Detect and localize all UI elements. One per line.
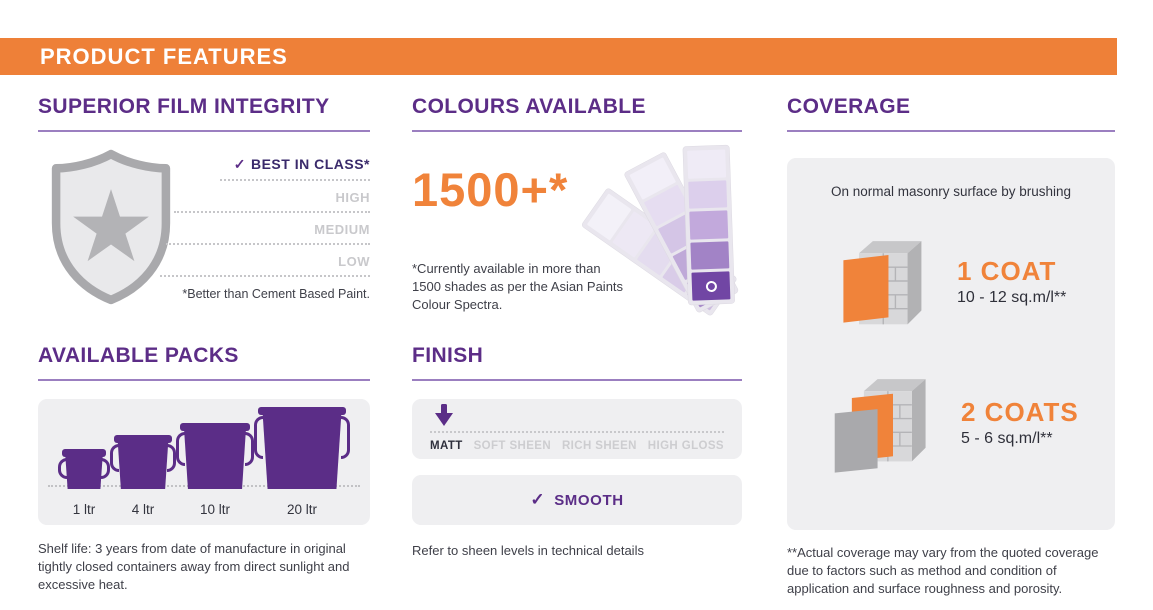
down-arrow-icon bbox=[435, 404, 453, 426]
pack-4ltr: 4 ltr bbox=[110, 435, 176, 517]
check-icon: ✓ bbox=[233, 156, 246, 172]
fan-rivet-icon bbox=[691, 271, 731, 301]
coat-label: 2 COATS bbox=[961, 396, 1079, 427]
rating-level-low: LOW bbox=[160, 254, 370, 277]
section-title: AVAILABLE PACKS bbox=[38, 344, 370, 381]
finish-scale-panel: MATT SOFT SHEEN RICH SHEEN HIGH GLOSS bbox=[412, 399, 742, 459]
finish-pointer-row bbox=[430, 404, 724, 431]
finish-option-matt: MATT bbox=[430, 440, 463, 452]
finish-option-soft-sheen: SOFT SHEEN bbox=[473, 440, 552, 452]
paint-bucket-icon bbox=[110, 435, 176, 489]
coverage-item-2coats: 2 COATS 5 - 6 sq.m/l** bbox=[805, 367, 1097, 477]
painted-wall-1coat-icon bbox=[843, 241, 922, 325]
coat-text: 1 COAT 10 - 12 sq.m/l** bbox=[957, 256, 1066, 307]
rating-scale: ✓ BEST IN CLASS* HIGH MEDIUM LOW *Better … bbox=[160, 156, 370, 301]
texture-label: SMOOTH bbox=[554, 491, 624, 509]
section-title: COVERAGE bbox=[787, 95, 1115, 132]
rating-level-high: HIGH bbox=[174, 190, 370, 213]
coverage-panel: On normal masonry surface by brushing bbox=[787, 158, 1115, 530]
rating-label: BEST IN CLASS* bbox=[250, 156, 370, 172]
pack-size-label: 20 ltr bbox=[286, 502, 317, 517]
coat-value: 5 - 6 sq.m/l** bbox=[961, 429, 1053, 447]
shield-star-icon bbox=[51, 149, 171, 305]
pack-1ltr: 1 ltr bbox=[58, 449, 110, 517]
finish-option-high-gloss: HIGH GLOSS bbox=[647, 440, 724, 452]
finish-note: Refer to sheen levels in technical detai… bbox=[412, 543, 644, 558]
pack-size-label: 4 ltr bbox=[131, 502, 155, 517]
finish-option-rich-sheen: RICH SHEEN bbox=[561, 440, 637, 452]
section-title: FINISH bbox=[412, 344, 742, 381]
coverage-footnote: **Actual coverage may vary from the quot… bbox=[787, 545, 1099, 596]
page-title: PRODUCT FEATURES bbox=[0, 38, 1117, 75]
section-film-integrity: SUPERIOR FILM INTEGRITY ✓ BEST IN CLASS* … bbox=[38, 95, 370, 344]
coat-value: 10 - 12 sq.m/l** bbox=[957, 288, 1067, 306]
paint-bucket-icon bbox=[58, 449, 110, 489]
pack-20ltr: 20 ltr bbox=[254, 407, 350, 517]
section-finish: FINISH MATT SOFT SHEEN RICH SHEEN HIGH G… bbox=[412, 344, 742, 560]
section-available-packs: AVAILABLE PACKS 1 ltr 4 ltr 10 ltr bbox=[38, 344, 370, 594]
pack-size-label: 1 ltr bbox=[72, 502, 96, 517]
rating-level-medium: MEDIUM bbox=[166, 222, 370, 245]
coverage-item-1coat: 1 COAT 10 - 12 sq.m/l** bbox=[805, 229, 1097, 333]
film-integrity-body: ✓ BEST IN CLASS* HIGH MEDIUM LOW *Better … bbox=[38, 132, 370, 344]
texture-panel: ✓ SMOOTH bbox=[412, 475, 742, 525]
paint-bucket-icon bbox=[254, 407, 350, 489]
coverage-subtitle: On normal masonry surface by brushing bbox=[830, 184, 1072, 199]
packs-panel: 1 ltr 4 ltr 10 ltr 20 ltr bbox=[38, 399, 370, 525]
section-title: SUPERIOR FILM INTEGRITY bbox=[38, 95, 370, 132]
coat-text: 2 COATS 5 - 6 sq.m/l** bbox=[961, 397, 1079, 448]
colours-footnote: *Currently available in more than 1500 s… bbox=[412, 261, 624, 312]
section-colours-available: COLOURS AVAILABLE 1500+* *Currently av bbox=[412, 95, 742, 382]
painted-wall-2coats-icon bbox=[834, 379, 926, 473]
fan-strip-front bbox=[683, 145, 735, 305]
section-coverage: COVERAGE On normal masonry surface by br… bbox=[787, 95, 1115, 598]
pack-size-label: 10 ltr bbox=[199, 502, 230, 517]
check-icon: ✓ bbox=[530, 490, 546, 509]
finish-options: MATT SOFT SHEEN RICH SHEEN HIGH GLOSS bbox=[430, 431, 724, 452]
rating-level-best: ✓ BEST IN CLASS* bbox=[220, 156, 370, 181]
paint-bucket-icon bbox=[176, 423, 254, 489]
pack-10ltr: 10 ltr bbox=[176, 423, 254, 517]
film-footnote: *Better than Cement Based Paint. bbox=[182, 287, 370, 301]
packs-footnote: Shelf life: 3 years from date of manufac… bbox=[38, 541, 350, 592]
colours-body: 1500+* *Currently available in more than… bbox=[412, 132, 742, 382]
coat-label: 1 COAT bbox=[957, 255, 1057, 286]
shade-count: 1500+* bbox=[412, 163, 569, 216]
section-title: COLOURS AVAILABLE bbox=[412, 95, 742, 132]
